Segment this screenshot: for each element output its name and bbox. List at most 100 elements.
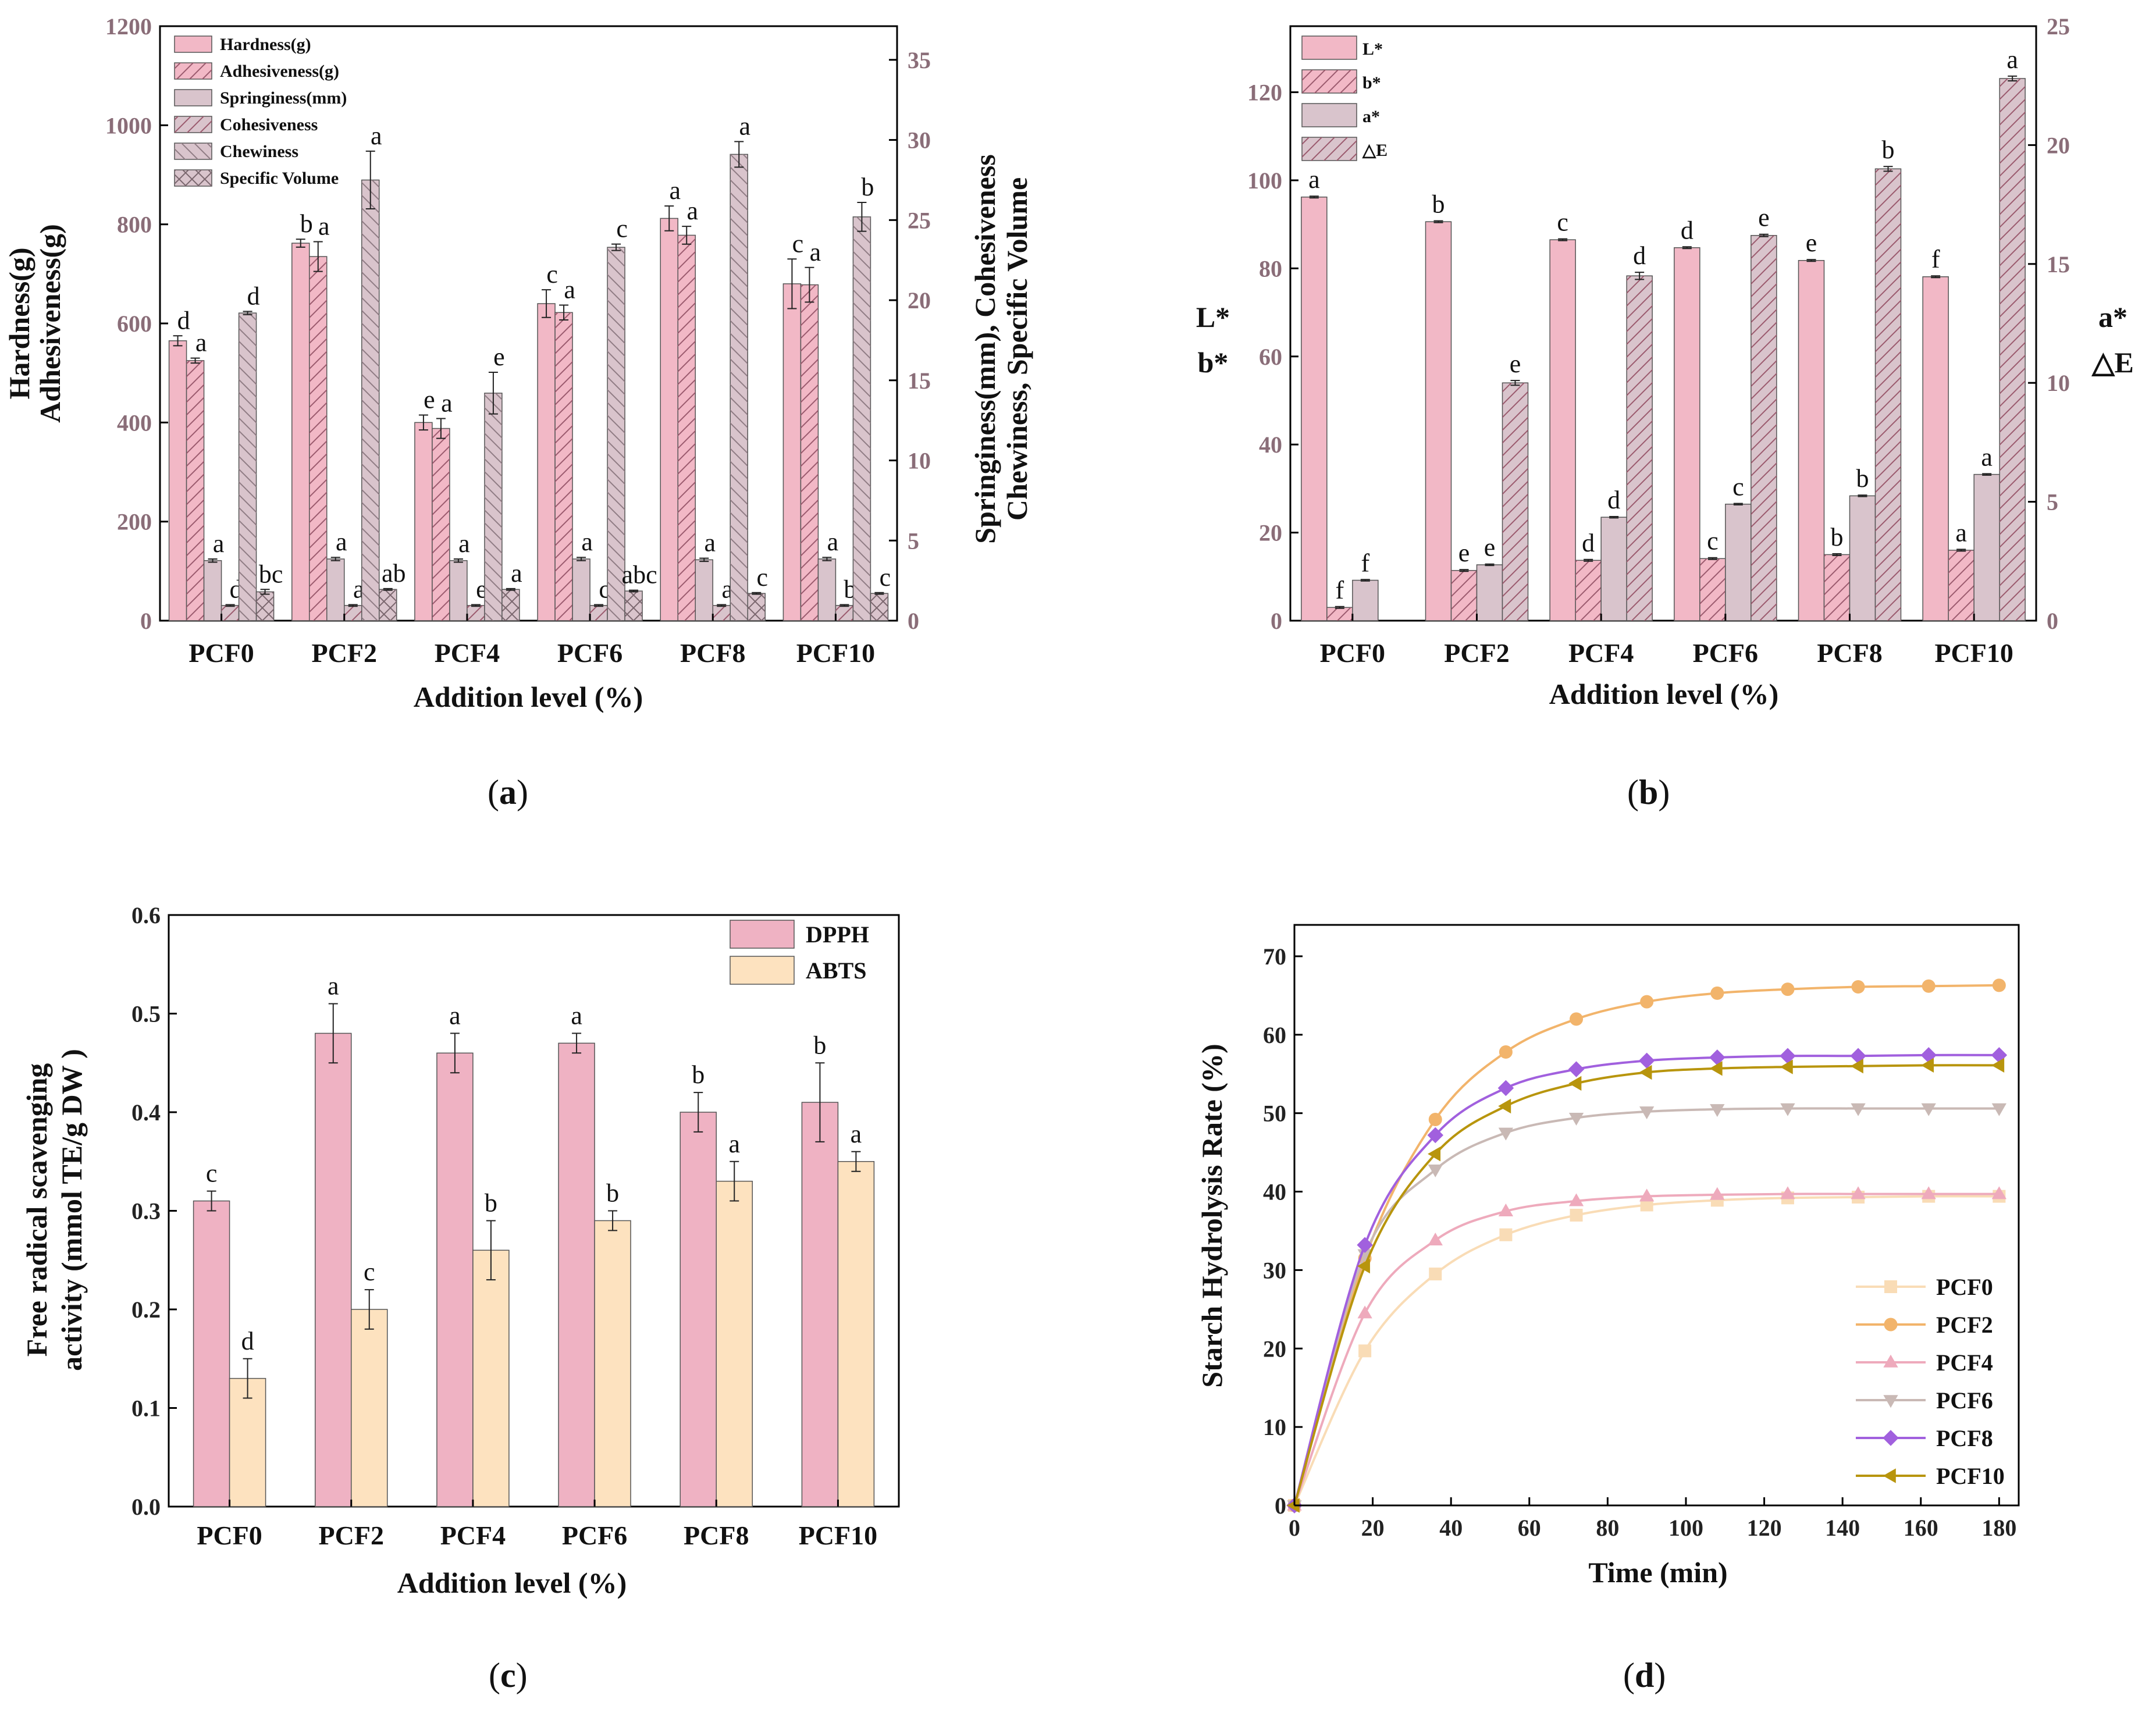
panel-c-caption-letter: c xyxy=(500,1656,516,1694)
panel-b-bar-PCF8-3-hatch xyxy=(1875,169,1901,621)
panel-b-letter-PCF8-1: b xyxy=(1831,523,1844,551)
panel-b-bar-PCF0-2 xyxy=(1352,579,1379,621)
panel-c-bar-PCF6-ABTS xyxy=(594,1220,631,1507)
panel-b-caption-letter: b xyxy=(1639,773,1658,811)
panel-d-point-PCF6-180 xyxy=(1991,1103,2007,1116)
panel-c-letter-PCF10-DPPH: b xyxy=(813,1031,826,1059)
panel-c-letter-PCF10-ABTS: a xyxy=(851,1120,862,1148)
panel-a-legend-swatch-4-hatch xyxy=(175,143,212,159)
panel-b-category-PCF8: PCF8 xyxy=(1817,638,1882,668)
panel-d-xtick-label-140: 140 xyxy=(1825,1515,1860,1541)
panel-d-ticks: 0 20 40 60 80 100 120 140 160 180 0 10 20 30 40 50 60 70 xyxy=(1263,944,2016,1541)
panel-d-legend: PCF0 PCF2 PCF4 PCF6 PCF8 PCF10 xyxy=(1856,1274,2005,1489)
panel-a-ytick-label-right-15: 15 xyxy=(908,368,931,394)
panel-d-ytick-label-70: 70 xyxy=(1263,944,1286,970)
panel-d-lines xyxy=(1286,978,2008,1514)
panel-d-point-PCF4-126 xyxy=(1780,1186,1795,1199)
panel-d-point-PCF10-0 xyxy=(1286,1498,1300,1513)
panel-a-ylabel-right-2: Chewiness, Specific Volume xyxy=(1001,177,1033,521)
panel-d-point-PCF0-36 xyxy=(1429,1268,1442,1281)
panel-b-category-PCF2: PCF2 xyxy=(1444,638,1509,668)
panel-c-legend-label-ABTS: ABTS xyxy=(806,957,867,984)
panel-d-frame xyxy=(1293,924,2020,1507)
panel-a-bar-PCF6-1-hatch xyxy=(555,312,573,621)
panel-a-bar-PCF4-3-hatch xyxy=(467,605,485,621)
panel-c-bar-PCF4-ABTS xyxy=(472,1249,510,1507)
panel-a-ytick-label-right-30: 30 xyxy=(908,127,931,154)
panel-d-legend-marker-PCF4 xyxy=(1883,1354,1898,1368)
svg-text:(a): (a) xyxy=(488,773,528,811)
panel-d-point-PCF6-144 xyxy=(1851,1103,1866,1116)
panel-a-ytick-label-left-0: 0 xyxy=(140,608,152,634)
panel-c-bar-PCF0-DPPH xyxy=(193,1200,230,1507)
panel-b-legend-label-2: a* xyxy=(1362,107,1380,126)
panel-b-bar-PCF8-1-hatch xyxy=(1824,554,1850,621)
panel-d: 0 20 40 60 80 100 120 140 160 180010203040506070 … xyxy=(1196,924,2020,1694)
panel-a-letter-PCF0-1: a xyxy=(195,329,207,357)
panel-d-ytick-label-50: 50 xyxy=(1263,1101,1286,1127)
panel-a-caption-letter: a xyxy=(499,773,517,811)
panel-b-category-PCF6: PCF6 xyxy=(1693,638,1758,668)
panel-d-point-PCF10-162 xyxy=(1921,1058,1934,1073)
panel-a-bar-PCF10-4-hatch xyxy=(853,216,871,621)
panel-a-legend-label-3: Cohesiveness xyxy=(220,115,318,134)
panel-a-letter-PCF4-0: e xyxy=(424,386,435,414)
panel-a-letter-PCF8-4: a xyxy=(739,112,750,140)
panel-b-letter-PCF4-0: c xyxy=(1557,208,1568,237)
panel-d-point-PCF4-36 xyxy=(1428,1232,1443,1245)
panel-d-point-PCF8-108 xyxy=(1709,1049,1725,1066)
panel-b-letter-PCF0-0: a xyxy=(1308,165,1320,194)
panel-d-point-PCF4-18 xyxy=(1357,1305,1372,1319)
panel-d-point-PCF4-162 xyxy=(1921,1186,1936,1199)
panel-c-legend-swatch-ABTS xyxy=(730,956,795,985)
panel-b-bar-PCF0-0 xyxy=(1301,196,1328,621)
panel-b-letter-PCF8-0: e xyxy=(1806,229,1817,257)
panel-a-legend-swatch-0 xyxy=(174,35,212,53)
panel-d-line-PCF6 xyxy=(1293,1107,2000,1506)
panel-d-legend-label-PCF4: PCF4 xyxy=(1936,1350,1993,1376)
panel-a-bar-PCF6-2 xyxy=(572,558,590,621)
panel-c-bar-PCF8-DPPH xyxy=(679,1112,717,1507)
panel-d-xtick-label-80: 80 xyxy=(1596,1515,1619,1541)
panel-d-ytick-label-40: 40 xyxy=(1263,1179,1286,1205)
panel-d-point-PCF10-144 xyxy=(1850,1059,1863,1074)
panel-a-bar-PCF4-5-hatch xyxy=(501,589,520,621)
panel-b-ytick-label-right-5: 5 xyxy=(2047,489,2058,515)
panel-d-point-PCF8-126 xyxy=(1780,1048,1796,1064)
panel-a-ylabel-left-2: Adhesiveness(g) xyxy=(34,224,66,423)
panel-a-letter-PCF8-0: a xyxy=(669,176,681,205)
panel-b-bar-PCF10-1-hatch xyxy=(1948,550,1974,621)
panel-c-category-PCF4: PCF4 xyxy=(440,1521,506,1550)
panel-b-ytick-label-right-20: 20 xyxy=(2047,132,2070,158)
panel-b-legend-label-1: b* xyxy=(1362,73,1381,92)
panel-a-bar-PCF0-3-hatch xyxy=(221,605,239,621)
panel-b-legend-label-0: L* xyxy=(1362,40,1383,59)
panel-c-category-PCF6: PCF6 xyxy=(562,1521,627,1550)
panel-d-point-PCF0-18 xyxy=(1358,1344,1372,1358)
panel-d-point-PCF0-90 xyxy=(1640,1198,1653,1212)
panel-b-ylabel-right-2: △E xyxy=(2091,346,2134,379)
panel-d-point-PCF6-90 xyxy=(1639,1106,1655,1120)
panel-a-legend-label-1: Adhesiveness(g) xyxy=(220,62,339,81)
svg-text:(b): (b) xyxy=(1627,773,1670,811)
panel-c-letter-PCF0-DPPH: c xyxy=(206,1159,218,1188)
panel-d-legend-marker-PCF2 xyxy=(1884,1318,1898,1331)
panel-c-bar-PCF0-ABTS xyxy=(229,1377,266,1507)
panel-a-bar-PCF0-2 xyxy=(203,560,222,621)
panel-c-letter-PCF0-ABTS: d xyxy=(241,1327,254,1355)
panel-b-bar-PCF2-3-hatch xyxy=(1502,383,1528,621)
panel-a-category-PCF10: PCF10 xyxy=(796,638,875,668)
panel-c-bar-PCF6-DPPH xyxy=(558,1042,595,1507)
panel-d-point-PCF2-144 xyxy=(1851,980,1865,994)
panel-b-letter-PCF0-1: f xyxy=(1336,576,1344,604)
panel-d-point-PCF4-90 xyxy=(1639,1188,1655,1202)
panel-d-xtick-label-40: 40 xyxy=(1439,1515,1463,1541)
panel-d-xtick-label-100: 100 xyxy=(1668,1515,1703,1541)
panel-a-bar-PCF8-0 xyxy=(660,218,678,621)
panel-a-letter-PCF8-2: a xyxy=(704,529,716,557)
panel-d-point-PCF2-72 xyxy=(1570,1012,1584,1026)
panel-b-bar-PCF6-1-hatch xyxy=(1699,558,1725,621)
panel-d-point-PCF8-18 xyxy=(1357,1237,1373,1253)
panel-d-legend-label-PCF2: PCF2 xyxy=(1936,1312,1993,1338)
